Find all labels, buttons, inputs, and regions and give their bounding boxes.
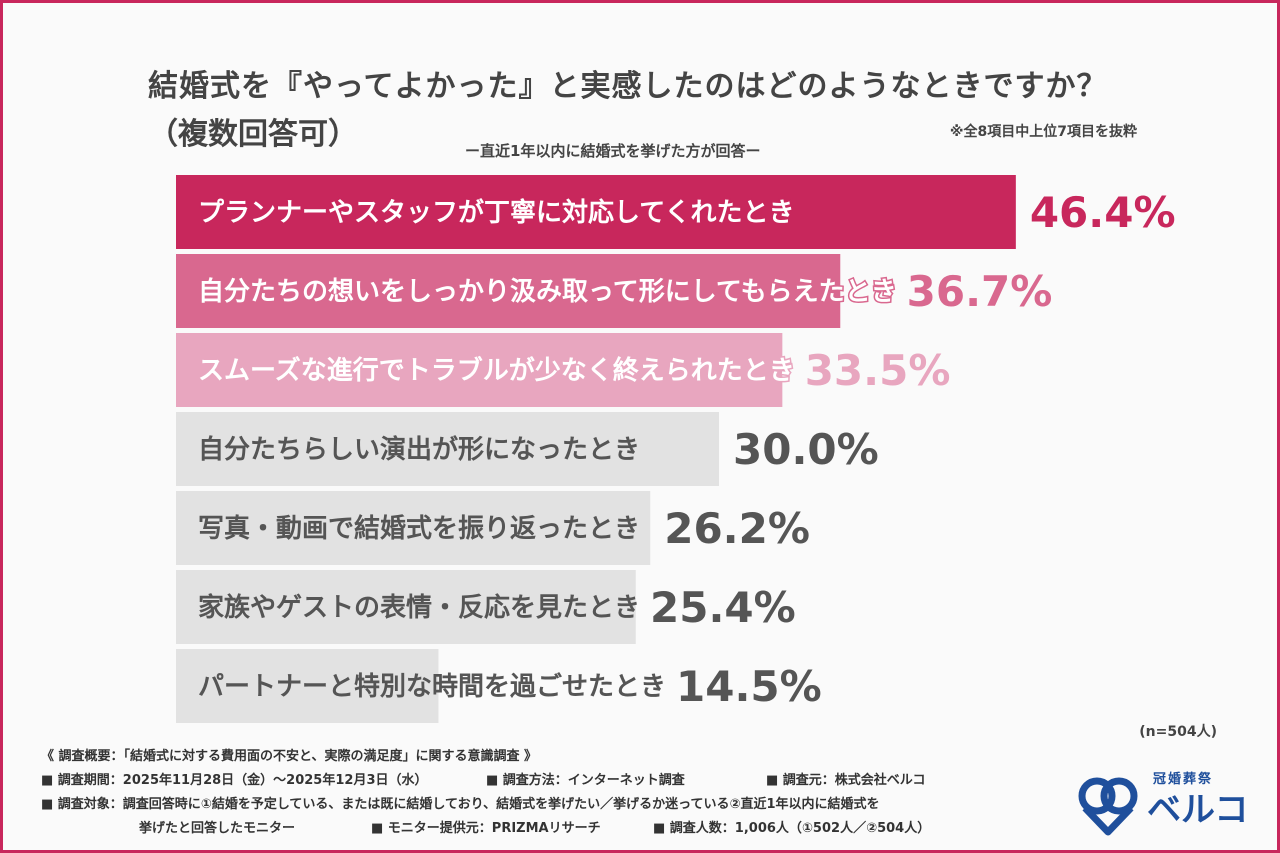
logo-name: ベルコ <box>1147 790 1249 830</box>
survey-period: ■ 調査期間：2025年11月28日（金）〜2025年12月3日（水） <box>41 773 428 788</box>
category-label-7: パートナーと特別な時間を過ごせたとき <box>198 671 666 702</box>
survey-provider: ■ モニター提供元：PRIZMAリサーチ <box>371 821 601 836</box>
belco-logo-icon <box>1078 777 1138 836</box>
survey-method: ■ 調査方法：インターネット調査 <box>486 773 685 788</box>
excerpt-note: ※全8項目中上位7項目を抜粋 <box>949 124 1137 140</box>
category-label-2: 自分たちの想いをしっかり汲み取って形にしてもらえたとき <box>198 276 897 307</box>
value-label-3: 33.5% <box>805 346 951 395</box>
value-label-1: 46.4% <box>1030 188 1176 237</box>
chart-subtitle: ー直近1年以内に結婚式を挙げた方が回答ー <box>465 142 761 160</box>
bar-6 <box>176 570 636 644</box>
logo-tagline: 冠婚葬祭 <box>1153 772 1214 787</box>
category-label-4: 自分たちらしい演出が形になったとき <box>198 434 640 465</box>
category-label-1: プランナーやスタッフが丁寧に対応してくれたとき <box>198 197 794 228</box>
chart-title: 結婚式を『やってよかった』と実感したのはどのようなときですか？ <box>148 69 1108 104</box>
value-label-7: 14.5% <box>676 662 822 711</box>
value-label-2: 36.7% <box>907 267 1053 316</box>
bar-7 <box>176 649 439 723</box>
belco-logo: 冠婚葬祭 ベルコ <box>1075 768 1249 838</box>
survey-target-cont: 挙げたと回答したモニター <box>139 821 296 836</box>
bar-5 <box>176 491 651 565</box>
bar-3 <box>176 333 783 407</box>
category-label-6: 家族やゲストの表情・反応を見たとき <box>198 592 640 623</box>
survey-source: ■ 調査元：株式会社ベルコ <box>766 773 926 788</box>
survey-target: ■ 調査対象：調査回答時に①結婚を予定している、または既に結婚しており、結婚式を… <box>41 797 880 812</box>
bar-2 <box>176 254 841 328</box>
survey-overview: 《 調査概要：「結婚式に対する費用面の不安と、実際の満足度」に関する意識調査 》 <box>41 749 538 764</box>
bar-4 <box>176 412 719 486</box>
category-label-5: 写真・動画で結婚式を振り返ったとき <box>198 513 640 544</box>
chart-title-note: （複数回答可） <box>148 117 358 152</box>
sample-size-label: (n=504人) <box>1139 724 1217 740</box>
value-label-5: 26.2% <box>664 504 810 553</box>
value-label-4: 30.0% <box>733 425 879 474</box>
value-label-6: 25.4% <box>650 583 796 632</box>
survey-count: ■ 調査人数：1,006人（①502人／②504人） <box>653 821 931 836</box>
bar-1 <box>176 175 1016 249</box>
category-label-3: スムーズな進行でトラブルが少なく終えられたとき <box>198 355 795 386</box>
